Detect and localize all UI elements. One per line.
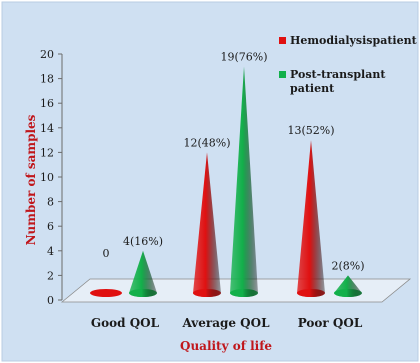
data-label: 12(48%) — [183, 136, 230, 149]
cone-body — [129, 250, 157, 297]
legend-label: Hemodialysispatient — [290, 34, 418, 47]
cone-body — [230, 66, 258, 297]
cone-bar — [193, 152, 221, 297]
data-label: 0 — [103, 247, 110, 260]
x-tick-label: Good QOL — [91, 316, 160, 330]
cone-body — [193, 152, 221, 297]
cone-bar — [334, 275, 362, 297]
legend-label: Post-transplant — [290, 68, 386, 81]
y-tick-label: 10 — [40, 171, 54, 184]
cone-body — [334, 275, 362, 297]
y-tick-label: 0 — [47, 294, 54, 307]
cone-bar — [297, 140, 325, 297]
legend-swatch — [279, 37, 286, 44]
y-tick-label: 8 — [47, 196, 54, 209]
y-tick-label: 14 — [40, 122, 54, 135]
y-tick-label: 20 — [40, 48, 54, 61]
cone-base-flat — [90, 289, 122, 297]
data-label: 2(8%) — [331, 259, 364, 272]
data-label: 19(76%) — [220, 50, 267, 63]
plot-area — [90, 66, 362, 297]
legend: Hemodialysispatient Post-transplantpatien… — [279, 34, 418, 95]
y-tick-label: 16 — [40, 97, 54, 110]
y-tick-label: 4 — [47, 245, 54, 258]
cone-bar — [129, 250, 157, 297]
x-tick-label: Poor QOL — [298, 316, 363, 330]
cone-bar — [230, 66, 258, 297]
cone-bar — [90, 289, 122, 297]
x-tick-label: Average QOL — [181, 316, 270, 330]
x-axis-title: Quality of life — [180, 339, 272, 353]
y-tick-label: 12 — [40, 146, 54, 159]
cone-body — [297, 140, 325, 297]
legend-label: patient — [290, 82, 335, 95]
legend-swatch — [279, 71, 286, 78]
y-tick-label: 18 — [40, 73, 54, 86]
data-label: 13(52%) — [287, 124, 334, 137]
y-axis-title: Number of samples — [24, 114, 38, 245]
y-tick-label: 6 — [47, 220, 54, 233]
data-label: 4(16%) — [123, 235, 163, 248]
data-labels: 0 4(16%) 12(48%) 19(76%) 13(52%) 2(8%) — [103, 50, 365, 272]
y-axis: 0 2 4 6 8 10 12 14 16 18 20 Good QOL Average QOL Poor… — [40, 48, 363, 330]
y-tick-label: 2 — [47, 269, 54, 282]
